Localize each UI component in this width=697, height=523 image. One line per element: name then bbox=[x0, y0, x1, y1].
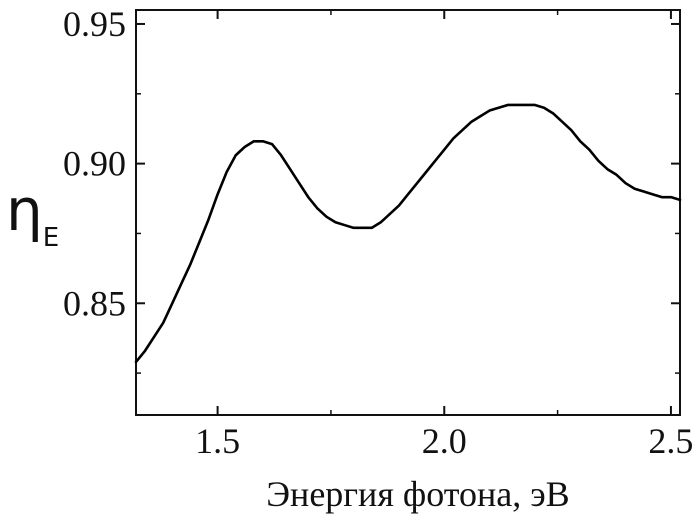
y-tick-label: 0.85 bbox=[63, 283, 126, 323]
x-tick-label: 1.5 bbox=[195, 421, 240, 461]
y-tick-label: 0.90 bbox=[63, 144, 126, 184]
x-axis-label: Энергия фотона, эВ bbox=[266, 474, 569, 514]
y-axis-symbol: η bbox=[6, 176, 43, 244]
plot-border bbox=[136, 10, 680, 415]
x-tick-label: 2.0 bbox=[422, 421, 467, 461]
x-axis: 1.5 2.0 2.5 bbox=[195, 10, 693, 461]
y-axis-label: ηE bbox=[6, 176, 59, 253]
plot-frame bbox=[136, 10, 680, 415]
y-axis: 0.85 0.90 0.95 bbox=[63, 4, 680, 373]
y-axis-subscript: E bbox=[43, 223, 59, 253]
series-line bbox=[136, 105, 680, 362]
series-layer bbox=[136, 105, 680, 362]
y-tick-label: 0.95 bbox=[63, 4, 126, 44]
x-tick-label: 2.5 bbox=[648, 421, 693, 461]
